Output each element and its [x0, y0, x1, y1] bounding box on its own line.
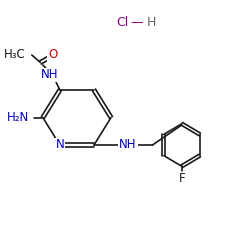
Text: O: O — [48, 48, 57, 62]
Text: NH: NH — [120, 138, 137, 151]
Text: —: — — [130, 16, 143, 29]
Text: Cl: Cl — [116, 16, 128, 29]
Text: H₂N: H₂N — [7, 111, 30, 124]
Text: H: H — [146, 16, 156, 29]
Text: F: F — [178, 172, 185, 186]
Text: N: N — [56, 138, 64, 151]
Text: NH: NH — [42, 68, 59, 82]
Text: H₃C: H₃C — [4, 48, 26, 62]
